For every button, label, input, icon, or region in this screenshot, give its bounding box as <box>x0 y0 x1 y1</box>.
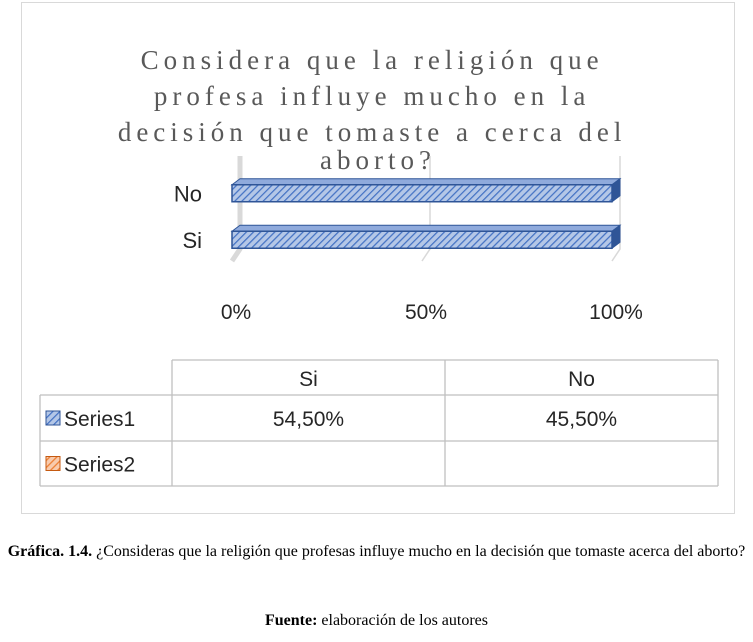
table-header-cell: No <box>568 368 595 391</box>
plot-area: No Si <box>174 156 622 263</box>
bar-top-face <box>230 178 622 186</box>
x-tick-label: 0% <box>221 301 251 324</box>
table-row-label: Series2 <box>64 454 135 477</box>
bar-no <box>231 184 613 203</box>
chart-frame: Considera que la religión que profesa in… <box>21 2 735 514</box>
source-text: elaboración de los autores <box>321 612 489 629</box>
table-cell: 45,50% <box>546 408 617 431</box>
x-tick-labels: 0% 50% 100% <box>221 301 643 324</box>
table-row-label: Series1 <box>64 408 135 431</box>
data-table: Si No Series1 54,50% 45,50% Series2 <box>39 359 719 487</box>
category-label: No <box>174 181 202 206</box>
chart-svg: Considera que la religión que profesa in… <box>39 45 719 487</box>
source-label: Fuente: <box>264 612 318 629</box>
x-tick-label: 50% <box>405 301 447 324</box>
figure-source: Fuente: elaboración de los autores <box>0 612 753 630</box>
x-tick-label: 100% <box>589 301 643 324</box>
category-label: Si <box>182 228 202 253</box>
legend-key-series1 <box>45 410 61 426</box>
bar-si <box>231 230 613 249</box>
table-header-cell: Si <box>299 368 318 391</box>
legend-key-series2 <box>45 456 61 471</box>
figure-caption: Gráfica. 1.4. ¿Consideras que la religió… <box>0 543 753 561</box>
chart-title: Considera que la religión que profesa in… <box>118 45 638 175</box>
table-cell: 54,50% <box>273 408 344 431</box>
bar-top-face <box>230 224 622 232</box>
caption-text: ¿Consideras que la religión que profesas… <box>96 543 746 560</box>
caption-label: Gráfica. 1.4. <box>7 543 93 560</box>
